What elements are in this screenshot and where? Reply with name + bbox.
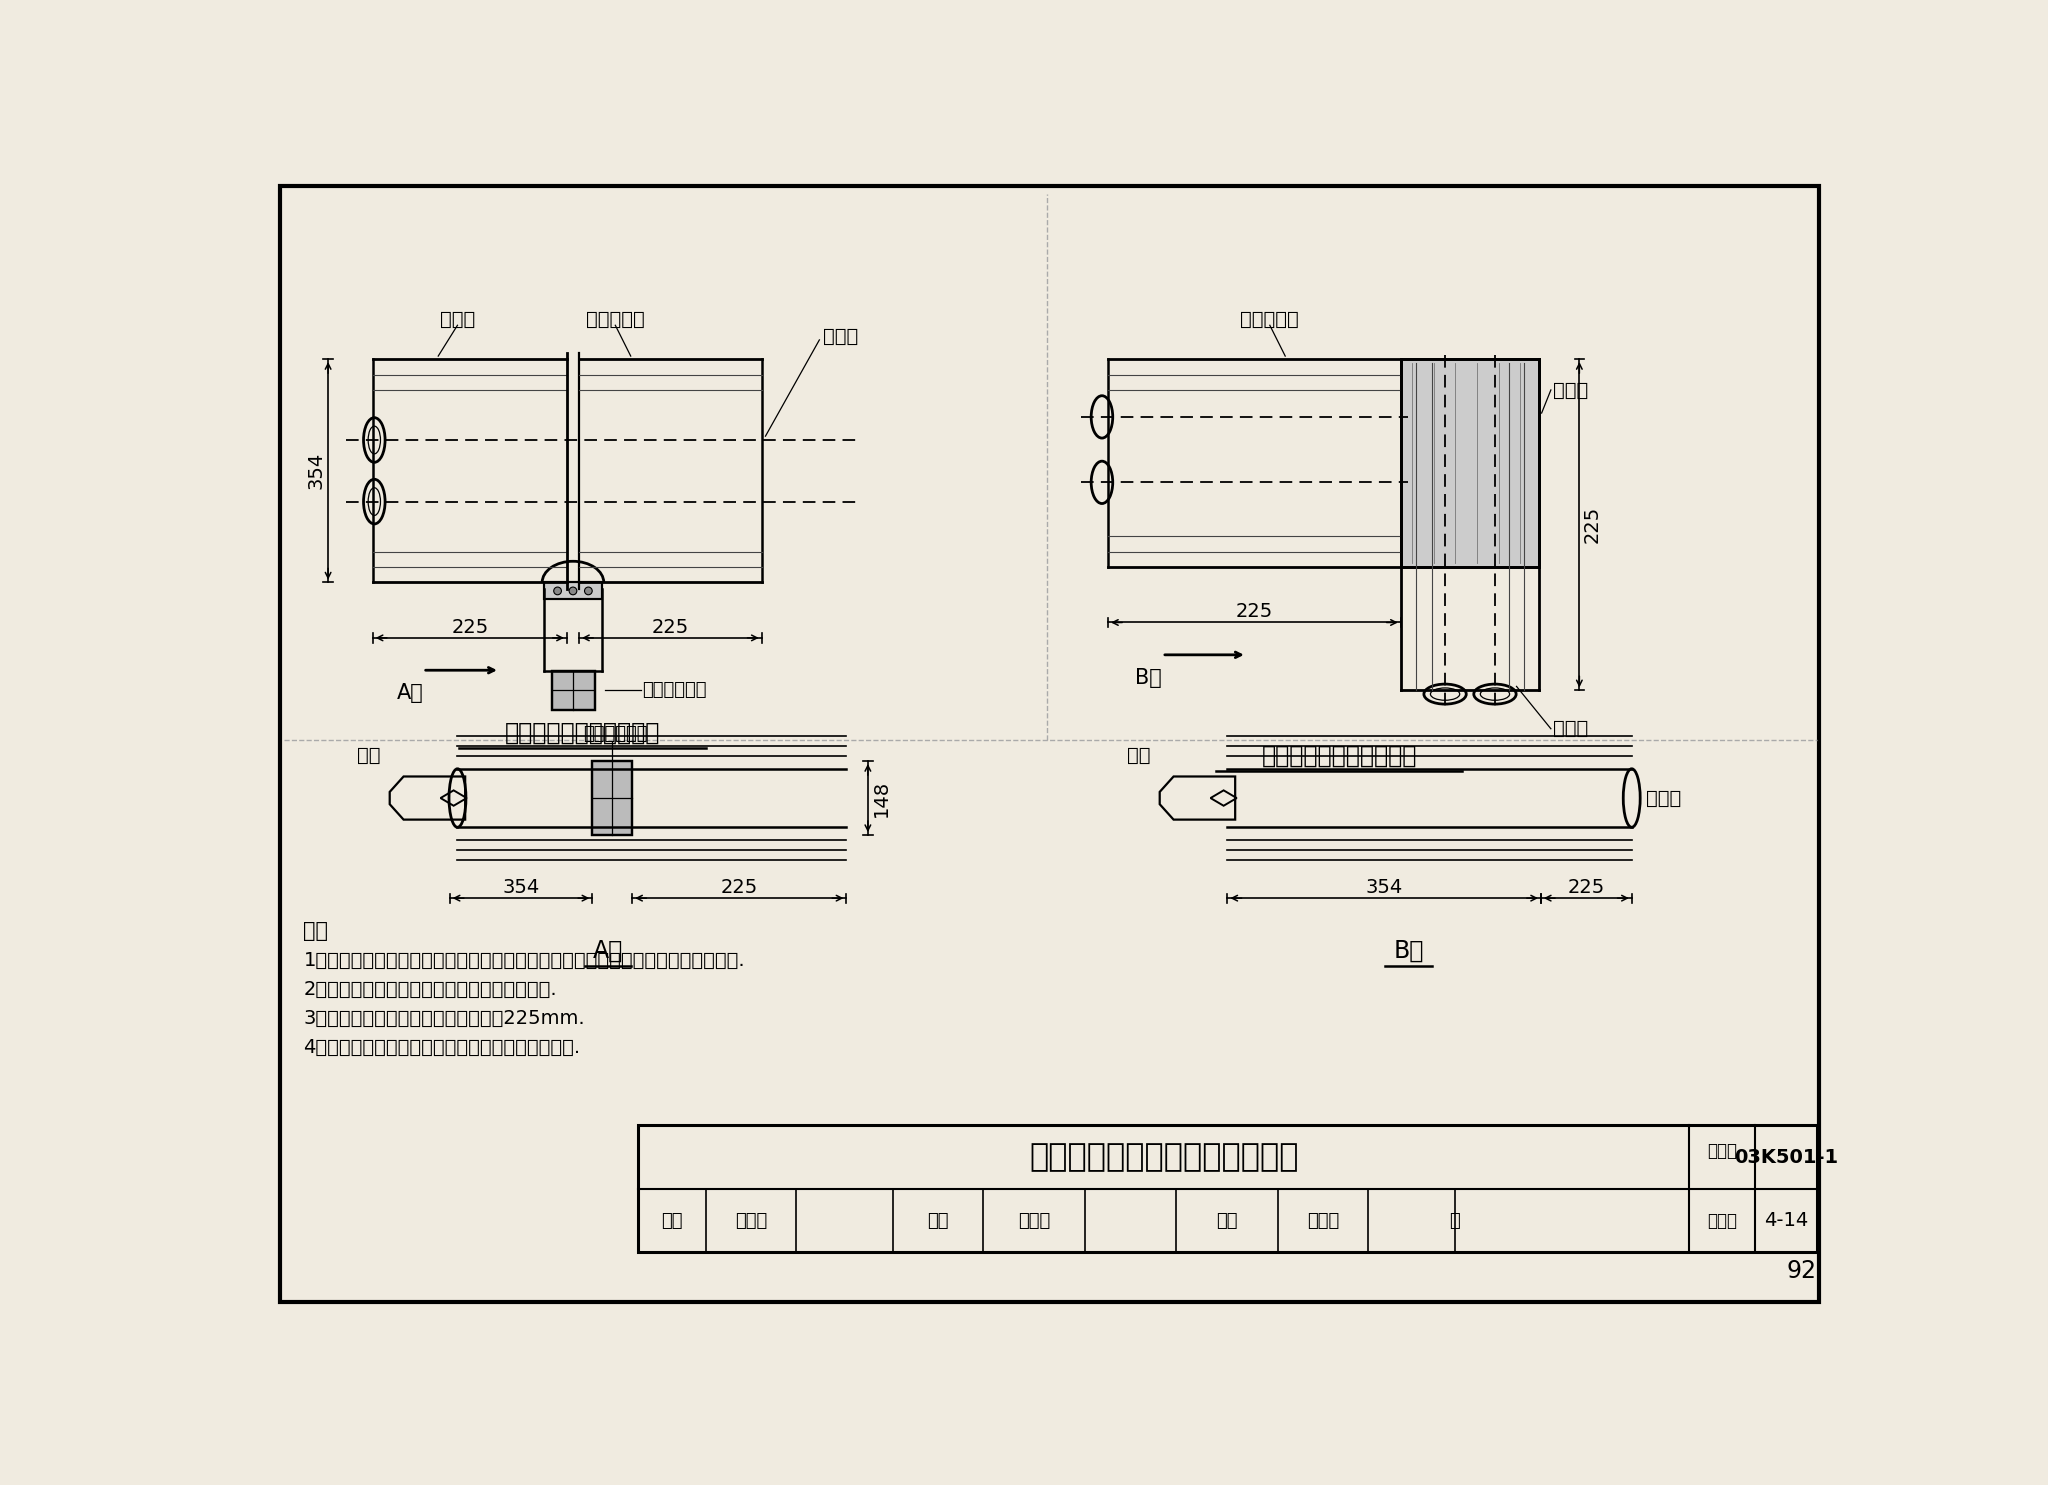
Text: 反射板: 反射板	[440, 309, 475, 328]
Text: 注：: 注：	[303, 921, 328, 941]
Text: 4-14: 4-14	[1763, 1212, 1808, 1230]
Text: 反射板末端盖: 反射板末端盖	[584, 725, 647, 742]
Text: 1、辐射管三通处直通反射板的安装方法是将有旁开口的反射板搭接在两侧反射板上.: 1、辐射管三通处直通反射板的安装方法是将有旁开口的反射板搭接在两侧反射板上.	[303, 950, 745, 970]
Text: 03K501-1: 03K501-1	[1735, 1148, 1837, 1167]
Text: 反射板末端盖: 反射板末端盖	[643, 682, 707, 699]
Text: 戴海洋: 戴海洋	[1307, 1212, 1339, 1230]
Text: 图集号: 图集号	[1708, 1142, 1737, 1160]
Bar	[543, 582, 602, 600]
Text: 胡卫卫: 胡卫卫	[735, 1212, 768, 1230]
Ellipse shape	[569, 587, 578, 595]
Text: 225: 225	[651, 618, 688, 637]
Text: 审核: 审核	[662, 1212, 684, 1230]
Text: 辐射管三通处反射板安装: 辐射管三通处反射板安装	[506, 720, 659, 744]
Text: 托架: 托架	[1126, 745, 1151, 765]
Text: 4、反射板的托架安装在两个反射板搭接的中心线上.: 4、反射板的托架安装在两个反射板搭接的中心线上.	[303, 1038, 580, 1057]
Text: B向: B向	[1135, 668, 1161, 688]
Text: 225: 225	[1235, 603, 1274, 621]
Text: 校对: 校对	[928, 1212, 948, 1230]
Bar	[592, 762, 633, 835]
Bar	[1401, 359, 1540, 567]
Text: 92: 92	[1786, 1259, 1817, 1283]
Text: 页: 页	[1450, 1212, 1460, 1230]
Text: 反射板托架: 反射板托架	[1241, 309, 1298, 328]
Text: 辐射管: 辐射管	[1552, 719, 1589, 738]
Text: 白小步: 白小步	[1018, 1212, 1051, 1230]
Text: 354: 354	[307, 451, 326, 490]
Text: B向: B向	[1393, 939, 1423, 962]
Text: 托架: 托架	[356, 745, 381, 765]
Text: 辐射管: 辐射管	[1647, 789, 1681, 808]
Bar	[553, 671, 594, 710]
Text: 225: 225	[1583, 506, 1602, 544]
Text: 反射板托架: 反射板托架	[586, 309, 645, 328]
Bar	[543, 582, 602, 600]
Text: 反射板: 反射板	[1552, 380, 1589, 399]
Bar	[1401, 359, 1540, 567]
Text: 2、支管线的反射板起始端宜安装反射板末端盖.: 2、支管线的反射板起始端宜安装反射板末端盖.	[303, 980, 557, 999]
Text: 图集号: 图集号	[1708, 1212, 1737, 1230]
Bar	[553, 671, 594, 710]
Text: 225: 225	[451, 618, 487, 637]
Text: 354: 354	[502, 878, 539, 897]
Bar	[639, 1126, 1817, 1252]
Text: 辐射管三通、弯头处反射板安装: 辐射管三通、弯头处反射板安装	[1030, 1142, 1298, 1173]
Text: 辐射管: 辐射管	[823, 327, 858, 346]
Ellipse shape	[553, 587, 561, 595]
Text: A向: A向	[592, 939, 623, 962]
Ellipse shape	[584, 587, 592, 595]
Text: 设计: 设计	[1217, 1212, 1237, 1230]
Text: 3、安装时，必须保证反射板的搭接为225mm.: 3、安装时，必须保证反射板的搭接为225mm.	[303, 1008, 586, 1028]
Text: 354: 354	[1366, 878, 1403, 897]
Text: 148: 148	[872, 780, 891, 817]
Text: 225: 225	[1567, 878, 1606, 897]
Text: A向: A向	[397, 683, 424, 704]
Text: 225: 225	[721, 878, 758, 897]
Text: 辐射管弯头处反射板安装: 辐射管弯头处反射板安装	[1262, 744, 1417, 768]
Bar	[592, 762, 633, 835]
